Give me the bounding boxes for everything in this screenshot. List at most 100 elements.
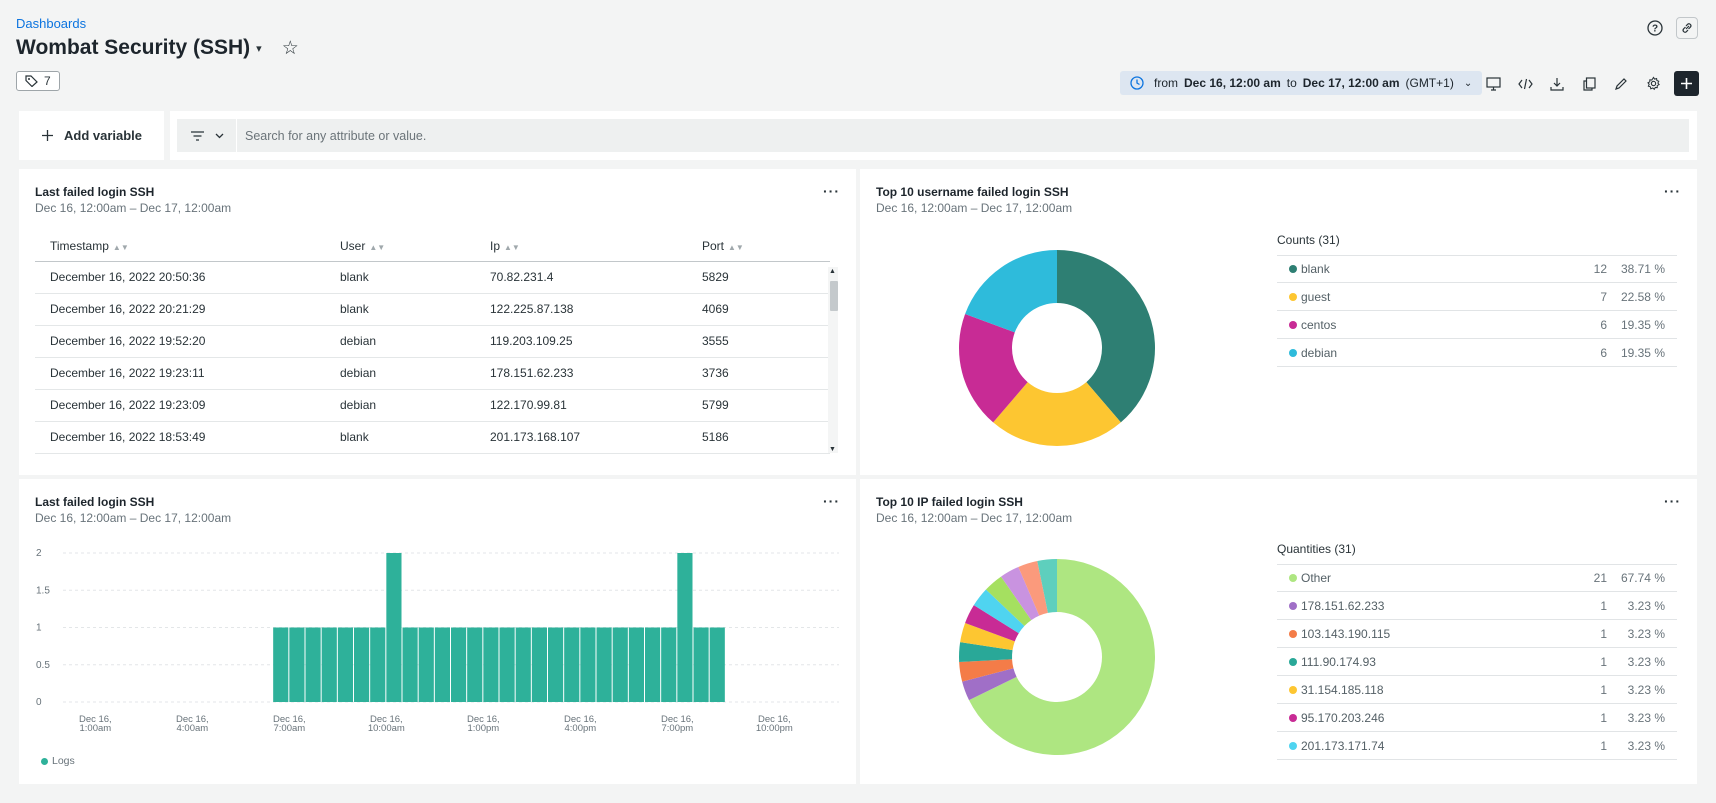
legend-row-ip[interactable]: 103.143.190.115 1 3.23 %	[1277, 620, 1677, 648]
help-button[interactable]: ?	[1644, 17, 1666, 39]
legend-row-blank[interactable]: blank 12 38.71 %	[1277, 255, 1677, 283]
histogram-bar[interactable]	[337, 627, 353, 703]
panel-menu-icon[interactable]: ···	[823, 493, 840, 509]
download-button[interactable]	[1546, 73, 1568, 95]
pie-slice-debian[interactable]	[965, 250, 1057, 333]
column-header-port[interactable]: Port ▲▼	[687, 231, 830, 262]
panel-menu-icon[interactable]: ···	[823, 183, 840, 199]
histogram-bar[interactable]	[580, 627, 596, 703]
histogram-bar[interactable]	[305, 627, 321, 703]
time-prefix: from	[1154, 76, 1178, 90]
tag-badge[interactable]: 7	[16, 71, 60, 91]
panel-menu-icon[interactable]: ···	[1664, 493, 1681, 509]
table-row[interactable]: December 16, 2022 20:21:29 blank 122.225.8…	[35, 293, 830, 326]
star-icon[interactable]: ☆	[281, 37, 299, 59]
legend-row-ip[interactable]: 31.154.185.118 1 3.23 %	[1277, 676, 1677, 704]
settings-button[interactable]	[1642, 73, 1664, 95]
pie-slice-centos[interactable]	[959, 313, 1028, 423]
chart-legend[interactable]: Logs	[41, 755, 75, 767]
legend-percent: 67.74 %	[1620, 571, 1665, 585]
y-tick-label: 1	[36, 623, 42, 634]
pie-slice-111-90-174-93[interactable]	[959, 642, 1013, 662]
add-variable-button[interactable]: Add variable	[19, 111, 164, 160]
scroll-up-icon[interactable]: ▲	[829, 268, 836, 275]
histogram-bar[interactable]	[499, 627, 515, 703]
histogram-bar[interactable]	[628, 627, 644, 703]
histogram-bar[interactable]	[451, 627, 467, 703]
histogram-bar[interactable]	[677, 553, 693, 702]
legend-row-ip[interactable]: 95.170.203.246 1 3.23 %	[1277, 704, 1677, 732]
histogram-bar[interactable]	[661, 627, 677, 703]
pie-slice-unlabeled[interactable]	[985, 576, 1032, 626]
legend-row-other[interactable]: Other 21 67.74 %	[1277, 564, 1677, 592]
legend-row-debian[interactable]: debian 6 19.35 %	[1277, 339, 1677, 367]
add-widget-button[interactable]	[1674, 71, 1699, 96]
histogram-bar[interactable]	[386, 553, 402, 702]
histogram-bar[interactable]	[596, 627, 612, 703]
legend-row-centos[interactable]: centos 6 19.35 %	[1277, 311, 1677, 339]
breadcrumb[interactable]: Dashboards	[16, 16, 87, 31]
copy-link-button[interactable]	[1676, 17, 1698, 39]
legend-value: 6	[1600, 345, 1607, 360]
column-header-timestamp[interactable]: Timestamp ▲▼	[35, 231, 325, 262]
histogram-bar[interactable]	[467, 627, 483, 703]
table-row[interactable]: December 16, 2022 20:50:36 blank 70.82.231…	[35, 261, 830, 294]
edit-button[interactable]	[1610, 73, 1632, 95]
time-range-picker[interactable]: from Dec 16, 12:00 am to Dec 17, 12:00 a…	[1120, 71, 1483, 95]
pie-slice-201-173-171-74[interactable]	[973, 589, 1025, 634]
duplicate-button[interactable]	[1578, 73, 1600, 95]
table-scrollbar[interactable]	[828, 267, 838, 453]
table-row[interactable]: December 16, 2022 19:52:20 debian 119.203.…	[35, 325, 830, 358]
pie-slice-guest[interactable]	[993, 382, 1121, 446]
cell-ip: 122.225.87.138	[475, 293, 687, 326]
table-row[interactable]: December 16, 2022 18:53:49 blank 201.173.1…	[35, 421, 830, 454]
filter-mode-dropdown[interactable]	[177, 119, 237, 152]
table-row[interactable]: December 16, 2022 19:23:09 debian 122.170.…	[35, 389, 830, 422]
histogram-bar[interactable]	[693, 627, 709, 703]
histogram-bar[interactable]	[354, 627, 370, 703]
histogram-bar[interactable]	[273, 627, 289, 703]
pie-slice-other[interactable]	[969, 559, 1155, 755]
legend-dot	[1289, 657, 1297, 666]
legend-value: 1	[1600, 598, 1607, 613]
legend-row-ip[interactable]: 111.90.174.93 1 3.23 %	[1277, 648, 1677, 676]
histogram-bar[interactable]	[531, 627, 547, 703]
histogram-bar[interactable]	[483, 627, 499, 703]
legend-row-ip[interactable]: 178.151.62.233 1 3.23 %	[1277, 592, 1677, 620]
histogram-bar[interactable]	[402, 627, 418, 703]
histogram-bar[interactable]	[321, 627, 337, 703]
pie-slice-103-143-190-115[interactable]	[959, 659, 1014, 682]
histogram-bar[interactable]	[709, 627, 725, 703]
histogram-bar[interactable]	[564, 627, 580, 703]
pie-slice-unlabeled[interactable]	[1001, 566, 1040, 621]
histogram-bar[interactable]	[645, 627, 661, 703]
histogram-bar[interactable]	[434, 627, 450, 703]
legend-row-guest[interactable]: guest 7 22.58 %	[1277, 283, 1677, 311]
histogram-bar[interactable]	[612, 627, 628, 703]
scrollbar-thumb[interactable]	[830, 281, 838, 311]
pie-slice-31-154-185-118[interactable]	[960, 622, 1015, 651]
pie-slice-unlabeled[interactable]	[1037, 559, 1057, 613]
tv-mode-button[interactable]	[1482, 73, 1504, 95]
histogram-bar[interactable]	[548, 627, 564, 703]
logs-table: Timestamp ▲▼ User ▲▼ Ip ▲▼ Port ▲▼ December …	[35, 231, 830, 454]
pie-slice-unlabeled[interactable]	[1018, 561, 1048, 616]
column-header-ip[interactable]: Ip ▲▼	[475, 231, 687, 262]
pie-slice-95-170-203-246[interactable]	[965, 605, 1019, 642]
pie-slice-178-151-62-233[interactable]	[962, 668, 1017, 701]
scroll-down-icon[interactable]: ▼	[829, 446, 836, 453]
panel-menu-icon[interactable]: ···	[1664, 183, 1681, 199]
pie-slice-blank[interactable]	[1057, 250, 1155, 423]
table-row[interactable]: December 16, 2022 19:23:11 debian 178.151.…	[35, 357, 830, 390]
column-header-user[interactable]: User ▲▼	[325, 231, 475, 262]
histogram-bar[interactable]	[515, 627, 531, 703]
histogram-bar[interactable]	[289, 627, 305, 703]
view-code-button[interactable]	[1514, 73, 1536, 95]
histogram-bar[interactable]	[370, 627, 386, 703]
legend-row-ip[interactable]: 201.173.171.74 1 3.23 %	[1277, 732, 1677, 760]
panel-subtitle: Dec 16, 12:00am – Dec 17, 12:00am	[876, 201, 1073, 215]
histogram-bar[interactable]	[418, 627, 434, 703]
search-input[interactable]	[237, 128, 1689, 143]
legend-value: 6	[1600, 317, 1607, 332]
title-dropdown-icon[interactable]: ▾	[256, 42, 262, 55]
